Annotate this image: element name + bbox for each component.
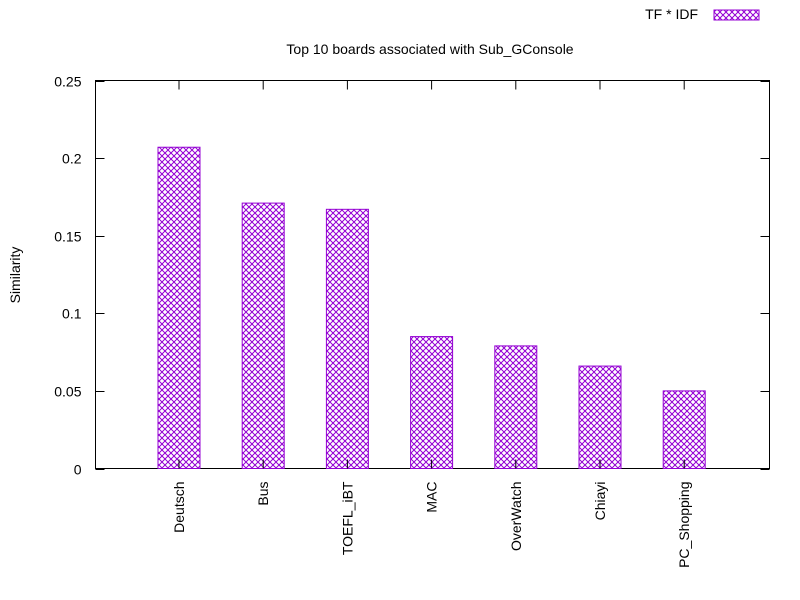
x-tick-label: Chiayi xyxy=(592,482,608,521)
x-axis-tick-labels: Deutsch Bus TOEFL_iBT MAC OverWatch Chiayi PC_… xyxy=(171,481,692,568)
y-axis-ticks: 0 0.05 0.1 0.15 0.2 0.25 xyxy=(54,74,770,478)
y-tick-label: 0.05 xyxy=(54,384,81,400)
bar-bus xyxy=(241,202,285,469)
y-tick-label: 0.2 xyxy=(62,151,82,167)
x-tick-label: TOEFL_iBT xyxy=(339,481,355,555)
bar-pc-shopping xyxy=(662,390,706,469)
bar-deutsch xyxy=(157,146,201,469)
y-tick-label: 0.25 xyxy=(54,74,81,90)
y-tick-label: 0.15 xyxy=(54,229,81,245)
bar-toefl-ibt xyxy=(325,208,369,469)
x-tick-label: OverWatch xyxy=(508,482,524,552)
x-tick-label: Deutsch xyxy=(171,482,187,533)
x-tick-label: MAC xyxy=(424,482,440,513)
x-tick-label: PC_Shopping xyxy=(676,482,692,568)
legend-label: TF * IDF xyxy=(645,6,698,22)
x-tick-label: Bus xyxy=(255,482,271,506)
y-axis-label: Similarity xyxy=(7,247,23,304)
chart-title: Top 10 boards associated with Sub_GConso… xyxy=(286,41,573,57)
bar-mac xyxy=(410,336,454,469)
legend: TF * IDF xyxy=(645,6,760,22)
legend-swatch xyxy=(713,9,760,21)
y-tick-label: 0.1 xyxy=(62,306,82,322)
bar-overwatch xyxy=(494,345,538,469)
bars xyxy=(157,80,706,469)
bar-chiayi xyxy=(578,365,622,469)
y-tick-label: 0 xyxy=(74,462,82,478)
